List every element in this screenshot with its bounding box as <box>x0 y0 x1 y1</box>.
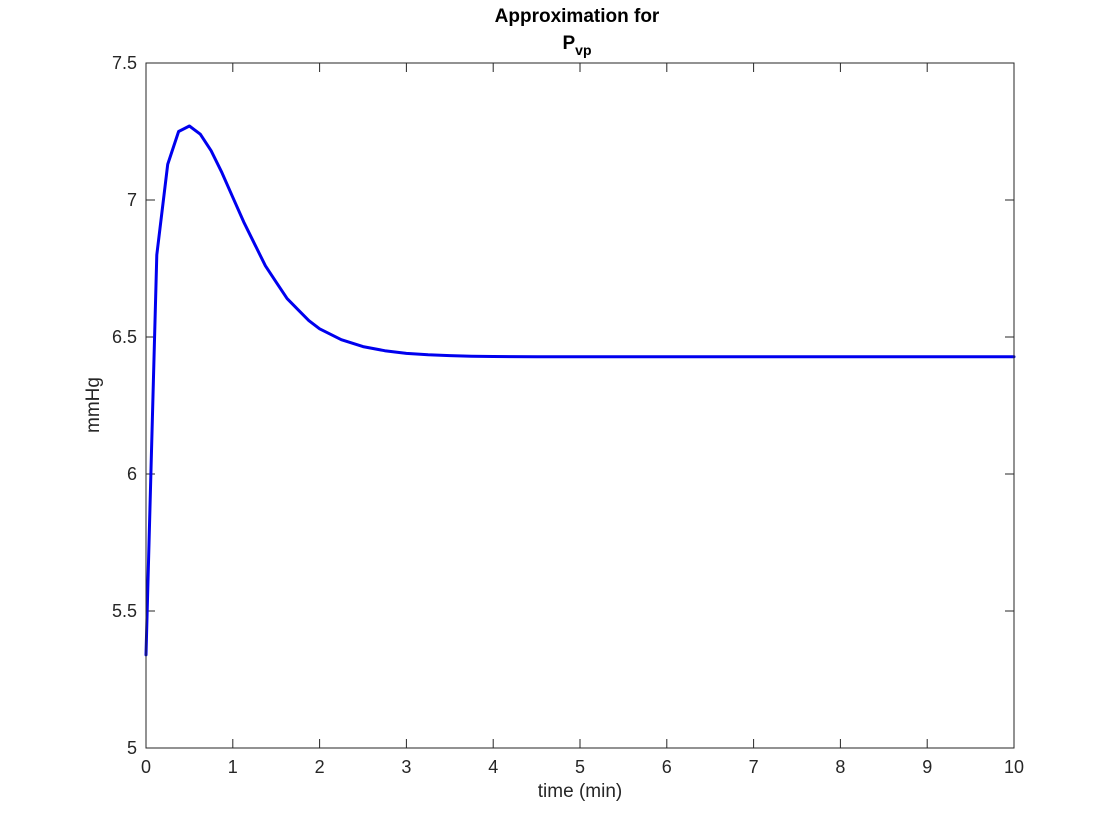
x-tick-label: 6 <box>662 757 672 777</box>
y-tick-label: 7.5 <box>112 53 137 73</box>
chart-title-symbol: Pvp <box>562 33 591 58</box>
x-axis-ticks: 0 1 2 3 4 5 6 7 8 9 10 <box>141 63 1024 777</box>
chart-title-symbol-subscript: vp <box>575 42 591 58</box>
plot-area-border <box>145 62 1015 749</box>
x-tick-label: 7 <box>749 757 759 777</box>
y-tick-label: 6 <box>127 464 137 484</box>
y-tick-label: 5 <box>127 738 137 758</box>
y-axis-label: mmHg <box>83 377 104 433</box>
x-axis-label: time (min) <box>538 781 622 802</box>
chart-title: Approximation for <box>495 6 660 27</box>
y-axis-ticks: 5 5.5 6 6.5 7 7.5 <box>112 53 1014 758</box>
chart-title-symbol-main: P <box>562 33 575 54</box>
y-tick-label: 5.5 <box>112 601 137 621</box>
x-tick-label: 8 <box>835 757 845 777</box>
x-tick-label: 5 <box>575 757 585 777</box>
series-layer <box>144 124 1016 657</box>
x-tick-label: 0 <box>141 757 151 777</box>
plot-area <box>146 63 1014 748</box>
series-line <box>144 124 1016 657</box>
x-tick-label: 1 <box>228 757 238 777</box>
x-tick-label: 10 <box>1004 757 1024 777</box>
x-tick-label: 2 <box>315 757 325 777</box>
y-tick-label: 6.5 <box>112 327 137 347</box>
x-tick-label: 3 <box>401 757 411 777</box>
x-tick-label: 9 <box>922 757 932 777</box>
x-tick-label: 4 <box>488 757 498 777</box>
y-tick-label: 7 <box>127 190 137 210</box>
